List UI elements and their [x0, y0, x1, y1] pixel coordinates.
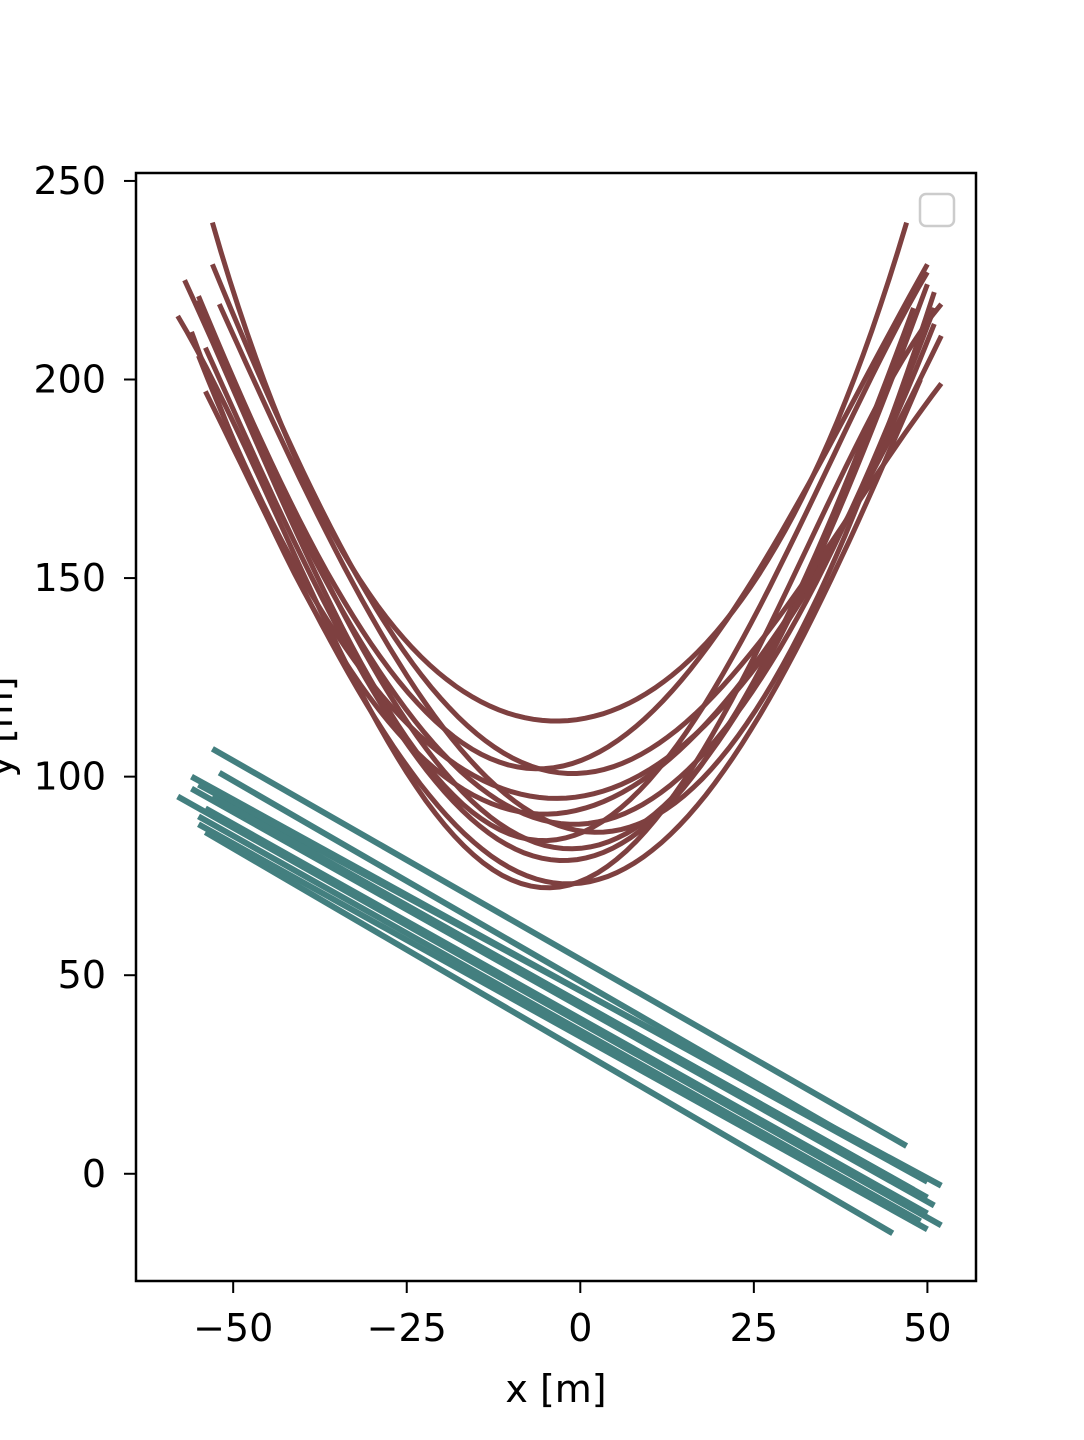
x-axis-ticks: −50 −25 0 25 50 [193, 1281, 952, 1350]
curve-series-1 [175, 302, 944, 891]
line-series-19 [197, 813, 922, 1225]
curve-series-7 [203, 378, 923, 887]
curve-series-4 [203, 307, 916, 864]
y-tick-label: 250 [33, 159, 106, 203]
x-tick-label: 25 [730, 1306, 778, 1350]
line-series-17 [217, 770, 916, 1177]
line-series-22 [217, 797, 915, 1193]
line-series-13 [176, 793, 943, 1229]
curve-series-11 [203, 307, 937, 827]
curve-series-2 [182, 271, 930, 844]
plot-area [175, 221, 944, 1236]
y-tick-label: 0 [82, 1152, 106, 1196]
line-series-12 [210, 746, 909, 1149]
x-tick-label: 0 [568, 1306, 592, 1350]
curve-series-3 [196, 263, 930, 772]
x-tick-label: −50 [193, 1306, 273, 1350]
line-series-21 [190, 785, 936, 1209]
x-tick-label: 50 [903, 1306, 951, 1350]
line-series-23 [197, 821, 929, 1233]
y-tick-label: 150 [33, 556, 106, 600]
line-series-15 [203, 829, 895, 1236]
axes-frame [134, 171, 978, 1283]
y-tick-label: 200 [33, 358, 106, 402]
y-axis-ticks: 0 50 100 150 200 250 [33, 159, 136, 1196]
y-tick-label: 100 [33, 755, 106, 799]
line-series-18 [203, 805, 929, 1217]
curve-series-0 [210, 221, 909, 724]
curve-series-6 [217, 291, 937, 835]
y-axis-label: y [m] [0, 676, 21, 777]
legend-box [918, 192, 956, 228]
y-tick-label: 50 [58, 953, 106, 997]
x-axis-label: x [m] [505, 1367, 606, 1411]
curve-series-8 [196, 322, 937, 801]
x-tick-label: −25 [367, 1306, 447, 1350]
